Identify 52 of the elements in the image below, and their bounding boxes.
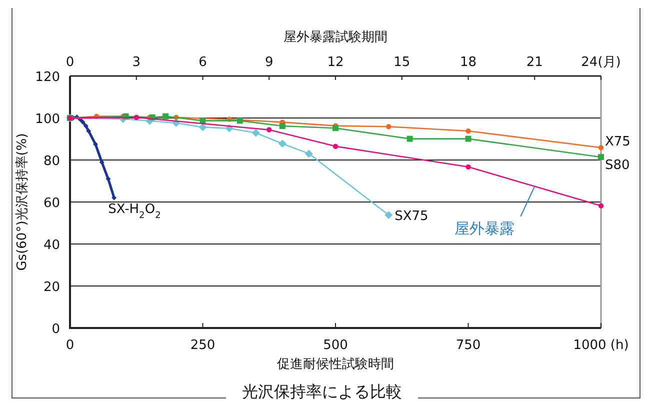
series-label: SX-H$_{2}$O$_{2}$: [108, 202, 161, 221]
point: [92, 142, 98, 147]
x2-tick-label: 15: [394, 55, 410, 70]
y-axis-title: Gs(60°)光沢保持率(%): [14, 133, 30, 271]
point: [384, 211, 393, 220]
point: [236, 118, 243, 124]
y-tick-label: 40: [43, 238, 60, 253]
point: [200, 118, 206, 124]
point: [86, 128, 92, 134]
y-tick-label: 100: [35, 112, 60, 127]
series-label: SX75: [394, 209, 428, 224]
point: [278, 140, 286, 148]
y-tick-label: 60: [43, 196, 60, 211]
y-tick-label: 0: [52, 322, 60, 337]
x2-tick-label: 24(月): [581, 55, 621, 70]
x-axis-title: 促進耐候性試験時間: [277, 357, 394, 372]
x2-tick-label: 9: [264, 55, 274, 70]
point: [304, 150, 313, 158]
x-tick-label: 500: [323, 338, 348, 353]
point: [252, 128, 260, 137]
point: [162, 113, 169, 120]
x-tick-label: 750: [456, 338, 481, 353]
point: [332, 125, 338, 132]
y-tick-label: 120: [35, 70, 60, 85]
x-tick-label: 1000 (h): [573, 338, 629, 353]
text: 光沢保持率による比較: [242, 382, 402, 401]
point: [466, 128, 471, 134]
point: [80, 119, 86, 124]
x2-tick-label: 18: [460, 55, 477, 70]
x-tick-label: 250: [190, 338, 216, 353]
point: [106, 176, 111, 182]
x2-tick-label: 3: [132, 55, 141, 70]
point: [112, 195, 117, 200]
x2-tick-label: 6: [198, 55, 207, 70]
point: [598, 154, 604, 160]
point: [279, 122, 286, 129]
point: [83, 123, 88, 128]
point: [198, 123, 207, 132]
point: [598, 145, 604, 150]
x2-axis-title: 屋外暴露試験期間: [284, 30, 388, 45]
text: 屋外暴露: [454, 219, 515, 238]
y-tick-label: 80: [43, 154, 60, 169]
series-label: S80: [605, 158, 630, 174]
x2-tick-label: 0: [66, 55, 74, 70]
y-tick-label: 20: [43, 280, 60, 295]
x2-tick-label: 12: [327, 55, 344, 70]
x2-tick-label: 21: [526, 55, 543, 70]
series-label: X75: [605, 134, 630, 150]
point: [465, 136, 472, 142]
point: [406, 136, 413, 142]
point: [386, 124, 392, 130]
x-tick-label: 0: [66, 338, 74, 353]
